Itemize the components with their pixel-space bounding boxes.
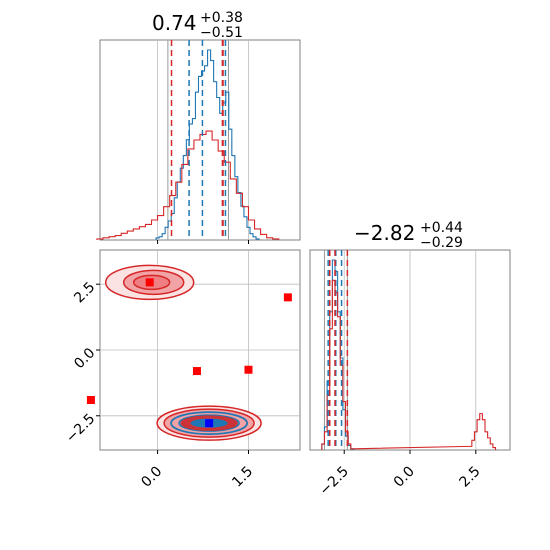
blue-contour-lower-outer [170,411,248,436]
joint-x-tick-label: 0.0 [138,464,165,491]
joint-y-tick-label: 2.5 [71,279,98,306]
p2-histogram-panel: −2.5 0.0 2.5 [309,249,511,499]
joint-x-tick-label: 1.5 [229,464,256,491]
p2-x-tick-label: −2.5 [317,464,352,499]
p1-histogram-red [96,130,280,240]
p2-x-tick-label: 0.0 [391,464,418,491]
p2-title-minus: −0.29 [420,235,463,251]
red-square-marker [283,293,292,302]
red-square-marker [192,367,201,376]
p1-title-plus: +0.38 [200,10,243,26]
blue-peak-marker [205,419,214,428]
joint-panel: 0.0 1.5 −2.5 0.0 2.5 [63,249,301,491]
p1-title-value: 0.74 [152,11,197,35]
p2-title-plus: +0.44 [420,220,463,236]
p2-x-tick-label: 2.5 [457,464,484,491]
red-square-marker [86,396,95,404]
red-square-marker [244,365,253,374]
p1-histogram-panel [96,39,301,244]
p1-title-minus: −0.51 [200,25,243,41]
joint-y-tick-label: −2.5 [63,411,98,446]
p2-histogram-red [321,279,497,450]
p2-title-value: −2.82 [354,221,415,245]
joint-y-tick-label: 0.0 [71,345,98,372]
red-peak-marker [145,278,154,287]
